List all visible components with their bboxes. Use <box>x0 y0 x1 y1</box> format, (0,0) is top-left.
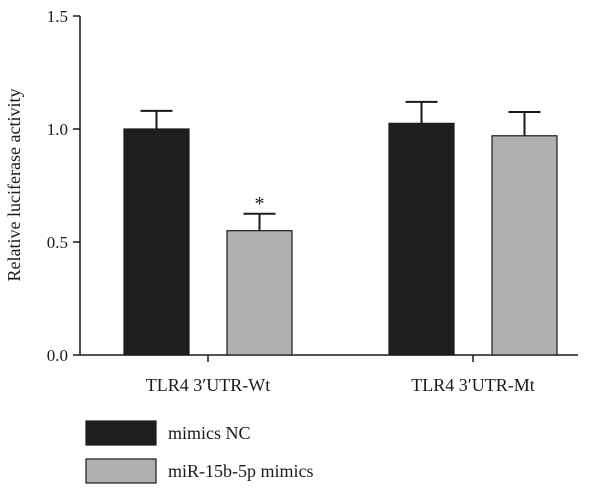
legend: mimics NC miR-15b-5p mimics <box>85 420 314 484</box>
error-bars <box>140 100 541 231</box>
bar <box>226 230 293 356</box>
legend-swatch <box>85 420 157 446</box>
significance-marker: * <box>255 193 265 215</box>
x-tick-label: TLR4 3′UTR-Wt <box>146 375 270 395</box>
bar <box>388 122 455 356</box>
y-axis-title: Relative luciferase activity <box>4 89 24 282</box>
y-tick-label: 1.5 <box>47 7 68 26</box>
bar <box>491 135 558 356</box>
x-tick-label: TLR4 3′UTR-Mt <box>411 375 534 395</box>
legend-swatch <box>85 458 157 484</box>
annotations: * <box>255 193 265 215</box>
legend-label: mimics NC <box>168 423 251 443</box>
bar <box>123 128 190 356</box>
y-tick-label: 0.0 <box>47 346 68 365</box>
x-tick-labels: TLR4 3′UTR-Wt TLR4 3′UTR-Mt <box>146 375 535 395</box>
bars <box>123 122 558 356</box>
legend-label: miR-15b-5p mimics <box>168 461 314 481</box>
y-tick-label: 1.0 <box>47 120 68 139</box>
y-tick-label: 0.5 <box>47 233 68 252</box>
